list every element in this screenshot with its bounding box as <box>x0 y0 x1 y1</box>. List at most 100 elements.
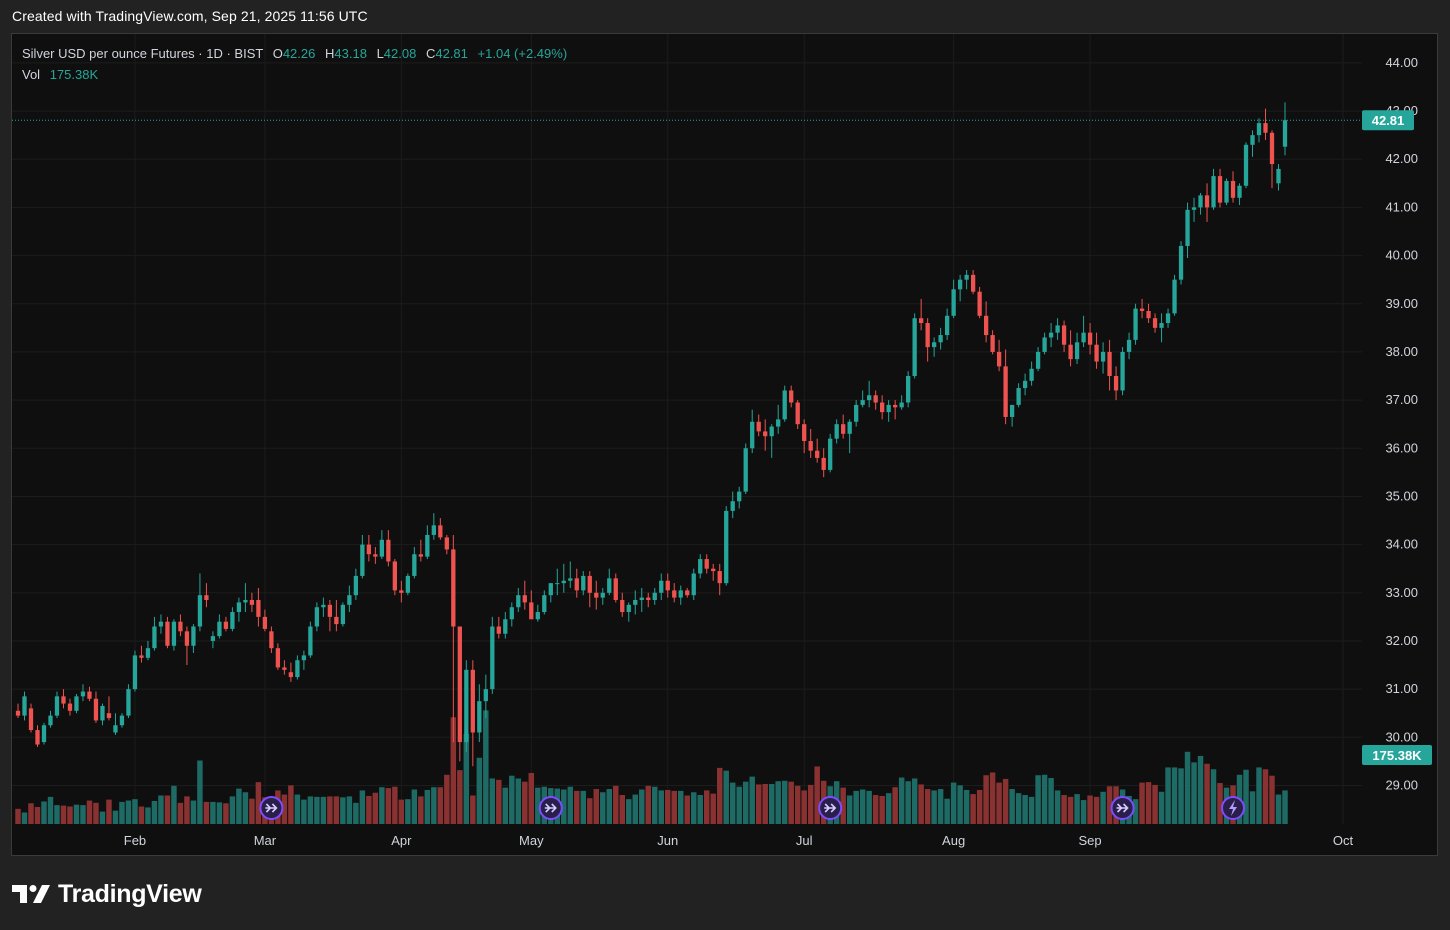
volume-bar <box>788 781 794 824</box>
dividend-event-icon[interactable] <box>818 796 843 820</box>
candle-body <box>275 648 281 668</box>
volume-bar <box>535 787 541 824</box>
volume-bar <box>853 790 859 824</box>
candle-body <box>769 426 774 437</box>
volume-bar <box>580 790 587 824</box>
volume-bar <box>106 799 112 824</box>
candle-body <box>659 580 664 593</box>
volume-bar <box>411 789 418 824</box>
volume-bar <box>1152 784 1158 824</box>
volume-bar <box>1061 795 1067 824</box>
volume-bar <box>970 794 976 824</box>
candle-body <box>152 626 157 649</box>
candle-body <box>574 578 579 591</box>
candle-body <box>977 291 982 316</box>
chart-panel[interactable]: 29.00 30.00 31.00 32.00 33.00 34.00 35.00 36.00… <box>11 33 1438 856</box>
time-tick-label: Jun <box>657 833 678 848</box>
volume-bar <box>1243 769 1249 824</box>
volume-bar <box>781 780 788 824</box>
volume-bar <box>736 786 742 824</box>
price-chart[interactable]: 29.00 30.00 31.00 32.00 33.00 34.00 35.00 36.00… <box>12 34 1437 855</box>
candle-body <box>399 590 404 593</box>
candle-body <box>873 395 878 403</box>
candle-body <box>334 616 339 625</box>
volume-bar <box>210 801 216 824</box>
candle-body <box>1230 180 1236 198</box>
volume-bar <box>398 799 405 824</box>
candle-body <box>854 404 859 422</box>
candle-body <box>789 390 794 403</box>
volume-bar <box>697 795 703 824</box>
candle-body <box>191 626 196 646</box>
candle-body <box>210 636 216 641</box>
volume-bar <box>1145 782 1152 824</box>
volume-bar <box>151 801 158 824</box>
volume-bar <box>320 796 327 824</box>
candle-body <box>646 597 651 601</box>
candle-body <box>847 421 852 434</box>
candle-body <box>1139 308 1145 311</box>
candle-body <box>230 612 235 629</box>
volume-bar <box>931 790 937 824</box>
volume-bar <box>918 784 924 824</box>
tradingview-logo[interactable]: TradingView <box>12 878 202 910</box>
candle-body <box>145 648 151 658</box>
candle-body <box>35 730 40 745</box>
candle-body <box>1081 332 1086 343</box>
volume-bar <box>957 785 963 824</box>
volume-bar <box>203 801 210 824</box>
candle-body <box>204 595 209 601</box>
candle-body <box>918 318 924 324</box>
lightning-event-icon[interactable] <box>1221 796 1246 820</box>
dividend-event-icon[interactable] <box>259 796 284 820</box>
volume-bar <box>67 806 73 824</box>
volume-bar <box>1275 794 1282 824</box>
volume-bar <box>626 799 632 824</box>
candle-body <box>724 510 729 584</box>
dividend-event-icon[interactable] <box>1110 796 1135 820</box>
volume-bar <box>632 794 638 824</box>
volume-bar <box>1093 796 1100 824</box>
volume-bar <box>1204 763 1210 824</box>
volume-bar <box>21 812 28 824</box>
volume-bar <box>119 801 125 824</box>
volume-bar <box>405 799 411 824</box>
price-tick-label: 31.00 <box>1385 681 1418 696</box>
candle-body <box>678 590 683 598</box>
candle-body <box>1217 176 1223 203</box>
volume-bar <box>1009 789 1015 824</box>
legend-symbol[interactable]: Silver USD per ounce Futures · 1D · BIST <box>22 46 264 61</box>
legend-low-label: L <box>376 46 384 61</box>
volume-bar <box>807 784 814 824</box>
candle-body <box>483 689 488 702</box>
candle-body <box>665 580 670 591</box>
price-tick-label: 39.00 <box>1385 296 1418 311</box>
time-tick-label: Apr <box>391 833 412 848</box>
candle-body <box>1198 195 1203 208</box>
volume-bar <box>463 733 470 824</box>
candle-body <box>711 568 716 572</box>
volume-bar <box>658 790 664 824</box>
volume-bar <box>359 790 366 824</box>
candle-body <box>1009 404 1015 417</box>
candle-body <box>405 575 410 593</box>
candle-body <box>633 600 638 605</box>
candle-body <box>535 612 540 620</box>
volume-bar <box>1080 800 1087 824</box>
volume-bar <box>437 787 444 824</box>
candle-body <box>1282 120 1288 147</box>
candle-body <box>750 421 755 449</box>
candle-body <box>282 667 287 670</box>
candle-body <box>22 696 27 716</box>
dividend-event-icon[interactable] <box>538 796 563 820</box>
candle-body <box>626 604 631 613</box>
volume-bar <box>60 805 67 824</box>
candle-body <box>28 708 34 731</box>
volume-bar <box>1132 799 1139 824</box>
candle-body <box>568 578 573 581</box>
volume-bar <box>840 787 846 824</box>
candle-body <box>698 559 703 574</box>
price-tick-label: 33.00 <box>1385 585 1418 600</box>
tradingview-wordmark: TradingView <box>58 879 202 908</box>
volume-bar <box>755 784 762 824</box>
